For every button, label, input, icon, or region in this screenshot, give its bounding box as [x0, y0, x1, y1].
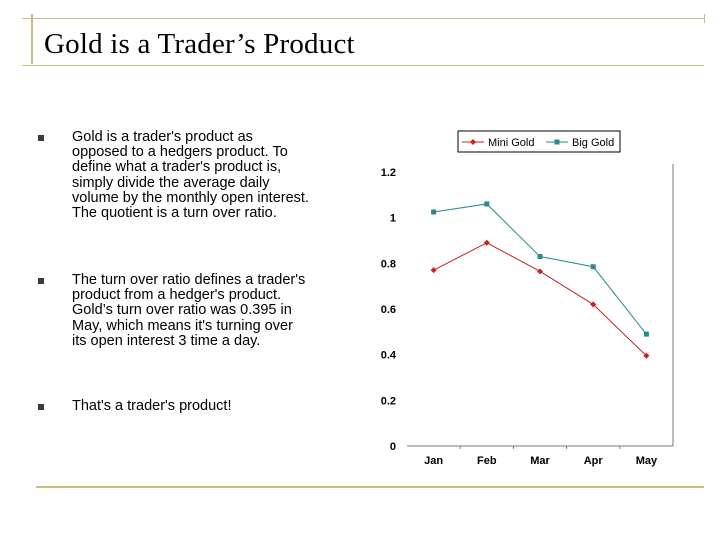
data-point — [643, 331, 649, 337]
data-point — [643, 352, 650, 359]
title-underline-rule — [22, 65, 704, 66]
square-bullet-icon — [38, 404, 44, 410]
y-tick-label: 1 — [390, 213, 396, 225]
bullet-text: Gold is a trader's product as opposed to… — [72, 129, 309, 222]
slide-title: Gold is a Trader’s Product — [44, 28, 355, 60]
x-tick-label: Feb — [477, 455, 497, 467]
bullet-text: That's a trader's product! — [72, 398, 232, 414]
y-tick-label: 0.6 — [381, 304, 396, 316]
data-point — [431, 209, 437, 215]
line-chart: 0 0.2 0.4 0.6 0.8 1 1.2 Jan Feb Mar Apr May Mini Gol… — [381, 130, 674, 467]
data-point — [483, 239, 490, 246]
decorative-corner-tick — [704, 14, 705, 23]
legend-swatch-marker — [470, 139, 476, 145]
decorative-top-rule — [22, 18, 704, 19]
x-tick-label: Jan — [424, 455, 443, 467]
x-tick-label: Apr — [584, 455, 604, 467]
bullet-text: The turn over ratio defines a trader's p… — [72, 272, 306, 349]
y-tick-label: 0.8 — [381, 258, 396, 270]
data-point — [484, 201, 490, 207]
square-bullet-icon — [38, 135, 44, 141]
y-tick-label: 0.4 — [381, 350, 397, 362]
legend-label: Big Gold — [572, 137, 614, 149]
data-point — [537, 268, 543, 275]
data-point — [590, 301, 597, 308]
x-tick-label: Mar — [530, 455, 550, 467]
y-tick-label: 1.2 — [381, 167, 396, 179]
y-tick-label: 0.2 — [381, 395, 396, 407]
decorative-vertical-rule — [31, 14, 33, 64]
y-tick-label: 0 — [390, 441, 396, 453]
decorative-bottom-rule — [36, 486, 704, 488]
square-bullet-icon — [38, 278, 44, 284]
legend-label: Mini Gold — [488, 137, 534, 149]
data-point — [430, 267, 437, 274]
legend-box — [457, 130, 621, 153]
data-point — [590, 264, 596, 270]
legend-swatch-marker — [554, 139, 560, 145]
series-line — [433, 242, 647, 357]
x-tick-label: May — [636, 455, 658, 467]
data-point — [537, 253, 543, 259]
